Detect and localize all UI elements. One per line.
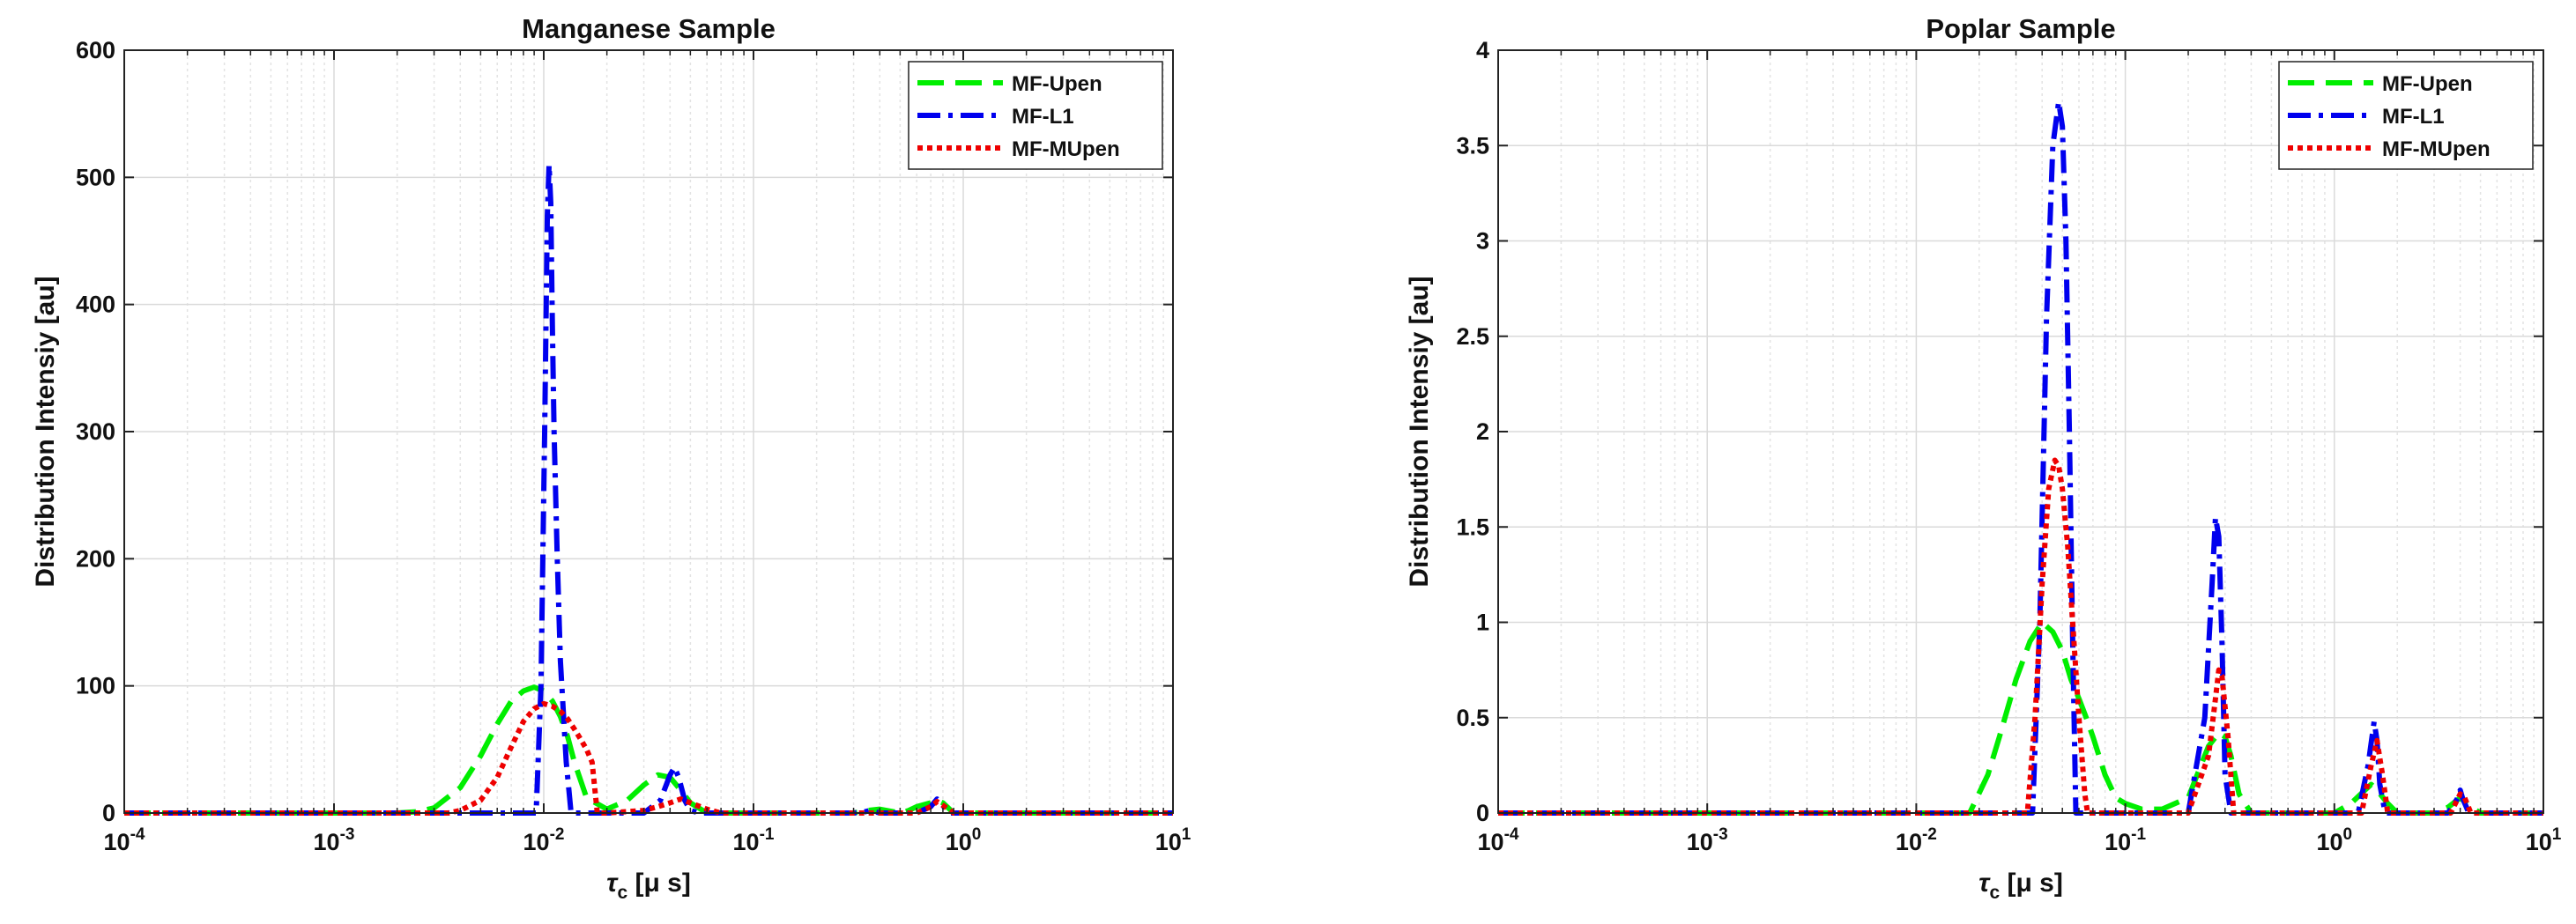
y-tick-label: 4 <box>1476 37 1489 63</box>
x-tick-label: 10-4 <box>104 825 145 855</box>
legend-entry: MF-Upen <box>1012 72 1102 96</box>
legend: MF-Upen MF-L1 MF-MUpen <box>908 61 1163 170</box>
chart-panel-1: 10-4 10-3 10-2 10-1 100 101 0 0.5 1 1.5 2 2.5 3 3.5 4 P… <box>1405 13 2562 903</box>
legend-entry: MF-MUpen <box>2382 137 2491 161</box>
y-tick-label: 300 <box>76 418 115 445</box>
y-tick-label: 200 <box>76 545 115 572</box>
x-tick-label: 10-3 <box>1687 825 1728 855</box>
y-tick-label: 0.5 <box>1456 705 1489 731</box>
x-tick-label: 10-4 <box>1478 825 1519 855</box>
y-tick-label: 600 <box>76 37 115 63</box>
legend-entry: MF-L1 <box>1012 105 1074 129</box>
y-tick-label: 1.5 <box>1456 514 1489 540</box>
y-tick-label: 400 <box>76 292 115 318</box>
legend-entry: MF-L1 <box>2382 105 2445 129</box>
y-tick-label: 100 <box>76 673 115 699</box>
y-tick-label: 0 <box>1476 800 1489 826</box>
y-tick-label: 500 <box>76 164 115 190</box>
y-axis-label: Distribution Intensiy [au] <box>1405 276 1434 587</box>
series-line-mf-mupen <box>124 700 1173 816</box>
x-tick-label: 101 <box>2526 825 2562 855</box>
x-tick-label: 10-3 <box>314 825 355 855</box>
y-tick-label: 3.5 <box>1456 132 1489 159</box>
x-tick-label: 100 <box>946 825 982 855</box>
x-tick-label: 10-2 <box>1896 825 1937 855</box>
x-tick-label: 101 <box>1155 825 1191 855</box>
x-axis-label: τc [μ s] <box>1978 869 2063 903</box>
legend: MF-Upen MF-L1 MF-MUpen <box>2278 61 2534 170</box>
x-axis-label: τc [μ s] <box>606 869 691 903</box>
x-tick-label: 100 <box>2316 825 2352 855</box>
x-tick-label: 10-1 <box>2105 825 2146 855</box>
y-tick-label: 1 <box>1476 610 1489 636</box>
series-line-mf-mupen <box>1498 457 2543 816</box>
chart-title: Manganese Sample <box>522 13 776 44</box>
series-line-mf-upen <box>1498 619 2543 816</box>
legend-entry: MF-MUpen <box>1012 137 1120 161</box>
series-line-mf-upen <box>124 684 1173 816</box>
y-tick-label: 2.5 <box>1456 323 1489 350</box>
x-tick-label: 10-1 <box>733 825 775 855</box>
y-tick-label: 3 <box>1476 228 1489 255</box>
chart-title: Poplar Sample <box>1926 13 2115 44</box>
chart-panel-0: 10-4 10-3 10-2 10-1 100 101 0 100 200 300 400 500 60… <box>31 13 1191 903</box>
y-tick-label: 0 <box>102 800 115 826</box>
y-tick-label: 2 <box>1476 418 1489 445</box>
y-axis-label: Distribution Intensiy [au] <box>31 276 60 587</box>
legend-entry: MF-Upen <box>2382 72 2473 96</box>
x-tick-label: 10-2 <box>523 825 565 855</box>
